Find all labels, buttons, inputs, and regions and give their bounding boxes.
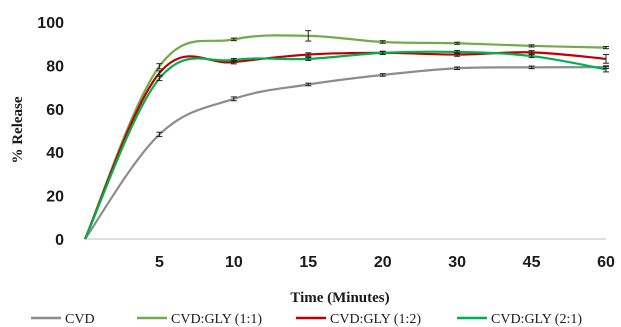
x-tick-label: 5 — [155, 254, 164, 271]
error-bar — [603, 66, 609, 73]
legend-item: CVD — [31, 312, 95, 327]
error-bar — [454, 66, 461, 71]
legend-item: CVD:GLY (1:2) — [296, 312, 421, 327]
y-tick-label: 0 — [55, 232, 64, 249]
error-bar — [603, 54, 609, 64]
error-bar — [230, 37, 237, 42]
error-bar — [528, 65, 535, 70]
error-bar — [156, 131, 163, 138]
series-line — [83, 34, 607, 240]
error-bar — [379, 40, 386, 44]
legend: CVD CVD:GLY (1:1) CVD:GLY (1:2) CVD:GLY (2:… — [31, 312, 582, 327]
error-bar — [528, 54, 535, 59]
error-bar — [230, 96, 237, 102]
error-bar — [379, 50, 386, 55]
legend-label: CVD — [65, 312, 95, 327]
x-tick-label: 15 — [299, 254, 317, 271]
y-axis-ticks: 0 20 40 60 80 100 — [37, 15, 64, 249]
legend-item: CVD:GLY (2:1) — [457, 312, 582, 327]
legend-item: CVD:GLY (1:1) — [137, 312, 262, 327]
x-tick-label: 20 — [374, 254, 392, 271]
x-axis-title: Time (Minutes) — [290, 290, 389, 306]
y-tick-label: 20 — [46, 189, 64, 206]
error-bar — [156, 70, 163, 76]
error-bar — [454, 49, 461, 54]
legend-label: CVD:GLY (1:1) — [171, 312, 262, 327]
x-tick-label: 60 — [597, 254, 615, 271]
y-tick-label: 60 — [46, 102, 64, 119]
x-tick-label: 30 — [448, 254, 466, 271]
error-bar — [156, 63, 163, 70]
error-bar — [379, 73, 386, 77]
errorbar-layer — [156, 30, 609, 138]
series-layer — [83, 34, 607, 240]
error-bar — [454, 41, 461, 45]
y-tick-label: 40 — [46, 145, 64, 162]
legend-label: CVD:GLY (1:2) — [330, 312, 421, 327]
x-tick-label: 45 — [523, 254, 541, 271]
y-tick-label: 80 — [46, 58, 64, 75]
series-line — [83, 51, 607, 240]
legend-label: CVD:GLY (2:1) — [491, 312, 582, 327]
y-tick-label: 100 — [37, 15, 64, 32]
x-tick-label: 10 — [225, 254, 243, 271]
error-bar — [603, 46, 609, 50]
y-axis-title: % Release — [10, 96, 26, 163]
error-bar — [230, 57, 237, 62]
error-bar — [528, 44, 535, 48]
error-bar — [305, 56, 312, 61]
error-bar — [156, 75, 163, 82]
series-line — [84, 50, 607, 240]
series-line — [84, 66, 607, 240]
error-bar — [305, 30, 312, 42]
error-bar — [305, 82, 312, 87]
x-axis-ticks: 5 10 15 20 30 45 60 — [155, 254, 615, 271]
error-bar — [305, 52, 312, 57]
